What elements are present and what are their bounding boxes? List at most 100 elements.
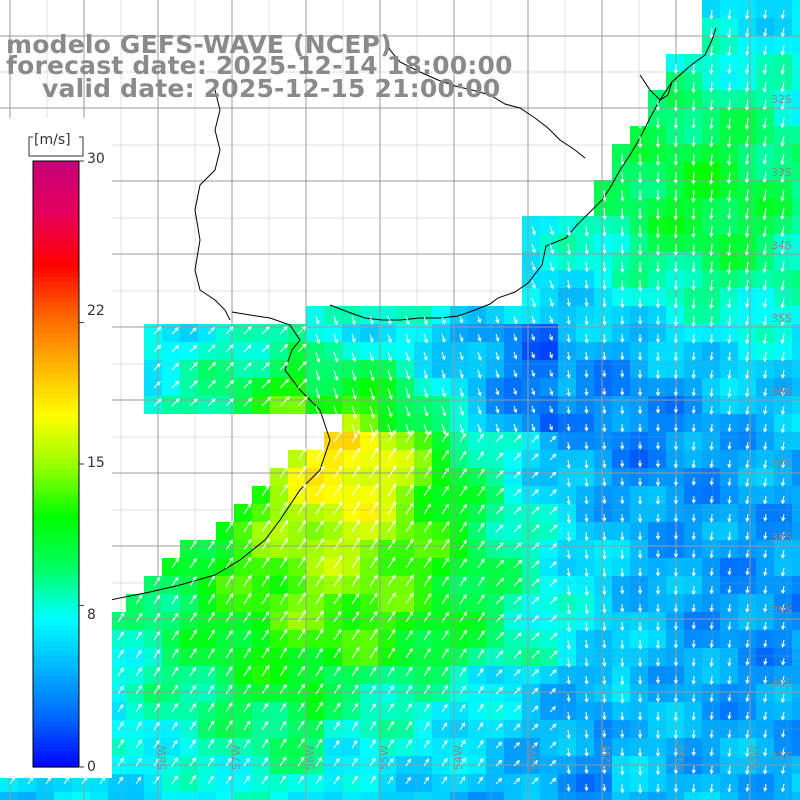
wind-vector-head [264,738,269,744]
field-cell [540,774,558,792]
field-cell [594,612,612,630]
wind-vector-head [762,197,767,202]
field-cell [684,504,702,522]
wind-vector-head [637,627,643,632]
wind-vector [585,639,588,649]
field-cell [180,360,198,378]
wind-vector-head [300,647,305,653]
wind-vector [441,685,448,695]
colorbar-segment [33,438,79,445]
wind-vector-head [174,630,179,635]
wind-vector-head [369,320,374,325]
field-cell [576,612,594,630]
wind-vector [764,531,767,539]
wind-vector [513,669,521,677]
field-cell [522,468,540,486]
colorbar-segment [33,529,79,536]
wind-vector [405,667,413,677]
wind-vector [207,630,215,641]
wind-vector [351,722,358,731]
field-cell [792,414,800,432]
wind-vector [459,594,467,605]
field-cell [252,360,270,378]
wind-vector [441,704,448,713]
wind-vector-head [763,535,768,540]
wind-vector-head [602,499,607,505]
wind-vector-head [620,626,625,632]
field-cell [540,486,558,504]
wind-vector-head [284,519,289,525]
wind-vector [781,315,785,326]
wind-vector [746,495,749,504]
wind-vector [441,423,446,434]
lat-label: 40S [771,677,792,690]
wind-vector-head [780,554,786,559]
wind-vector-head [495,337,500,342]
field-cell [360,414,378,432]
wind-vector [782,387,785,396]
colorbar-segment [33,408,79,415]
wind-vector-head [513,427,518,433]
field-cell [594,198,612,216]
wind-vector [764,693,767,702]
wind-vector [423,369,428,379]
wind-vector [782,369,785,378]
field-cell [90,792,108,800]
field-cell [792,648,800,666]
colorbar-segment [33,236,79,243]
wind-vector-head [246,611,251,617]
wind-vector-head [247,538,252,544]
lon-label: 58W [156,745,169,770]
wind-vector [459,630,467,641]
colorbar-segment [33,635,79,642]
wind-vector [279,647,288,659]
wind-vector-head [745,33,750,38]
wind-vector [135,650,142,659]
wind-vector-head [780,698,786,704]
wind-vector-head [192,647,197,653]
wind-vector [423,405,428,417]
field-cell [540,432,558,450]
colorbar-segment [33,575,79,581]
wind-vector [603,747,605,756]
wind-vector [279,379,289,389]
wind-vector [567,225,570,236]
field-cell [288,360,306,378]
wind-vector-head [709,607,714,613]
wind-vector-head [338,501,343,507]
field-cell [648,576,666,594]
wind-vector-head [320,501,325,507]
wind-vector [585,261,588,272]
wind-vector [153,685,161,695]
wind-vector-head [745,626,750,631]
wind-vector-head [780,178,785,184]
wind-vector [495,650,504,659]
wind-vector-head [655,179,661,184]
wind-vector [531,405,535,413]
wind-vector-head [549,284,554,290]
wind-vector-head [566,464,571,470]
field-cell [576,288,594,306]
wind-vector-head [602,608,607,614]
wind-vector-head [370,395,375,401]
wind-vector-head [566,482,571,488]
wind-vector [764,729,767,738]
wind-vector-head [479,739,484,745]
field-cell [594,360,612,378]
field-cell [720,504,738,522]
wind-vector-head [763,374,768,380]
wind-vector-head [228,738,233,744]
colorbar-segment [33,246,79,253]
wind-vector [117,758,124,767]
field-cell [504,306,522,324]
field-cell [162,378,180,396]
field-cell [792,504,800,522]
field-cell [738,522,756,540]
field-cell [378,360,396,378]
wind-vector [782,639,785,647]
wind-vector-head [534,453,539,458]
wind-vector-head [192,575,197,581]
field-cell [576,702,594,720]
wind-vector-head [495,356,500,361]
field-cell [792,252,800,270]
